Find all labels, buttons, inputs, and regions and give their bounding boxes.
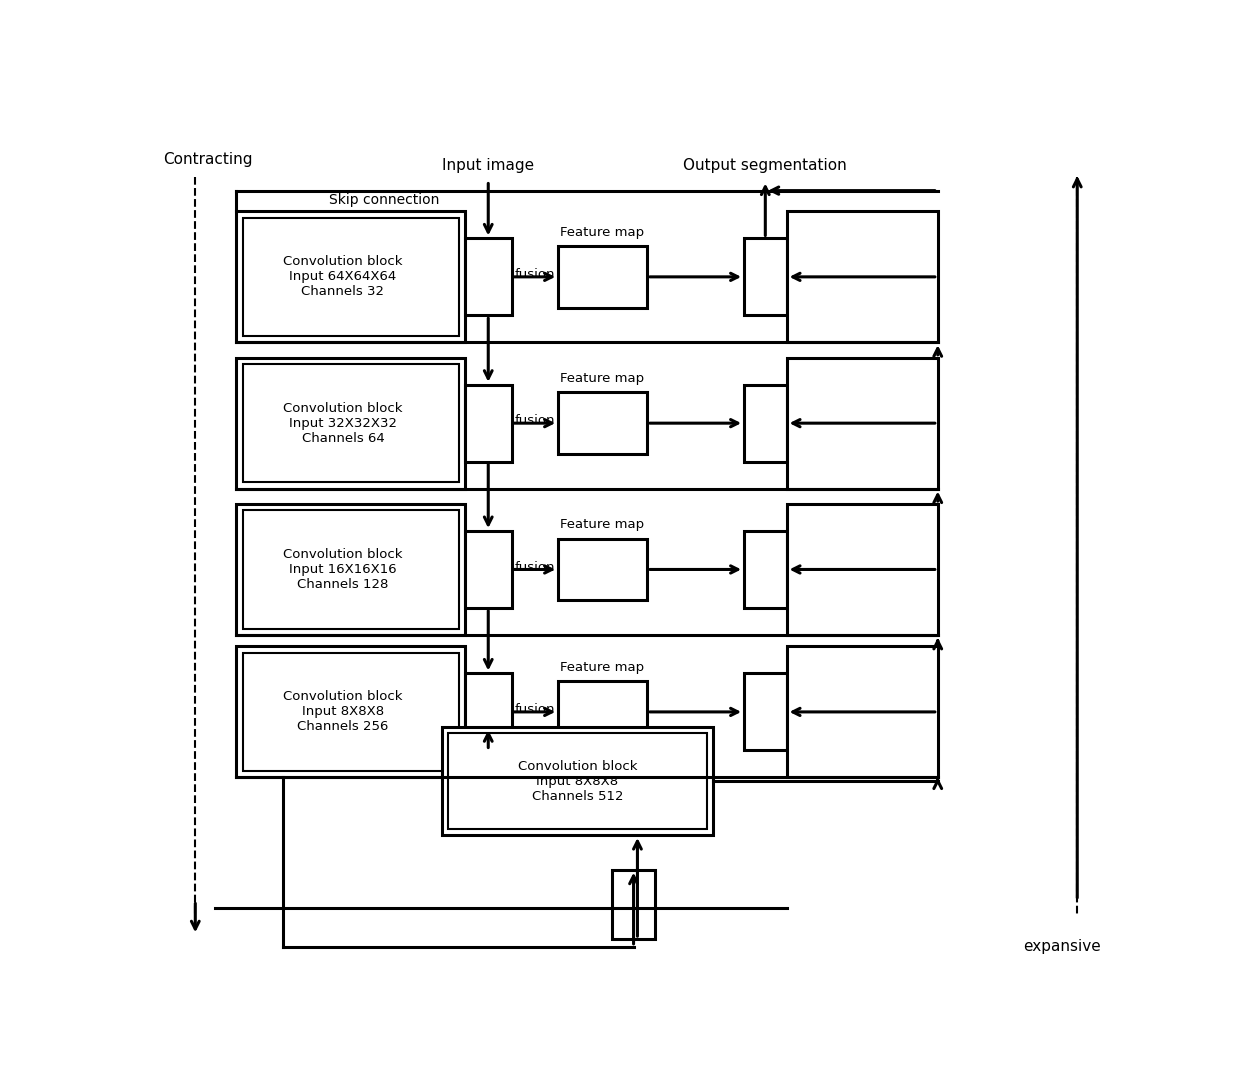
Text: Feature map: Feature map [560, 518, 645, 531]
Text: Convolution block
Input 8X8X8
Channels 512: Convolution block Input 8X8X8 Channels 5… [517, 759, 637, 803]
Bar [243, 653, 459, 771]
Bar [237, 646, 465, 777]
Text: fusion: fusion [515, 415, 556, 428]
Bar [558, 393, 647, 454]
Text: fusion: fusion [515, 268, 556, 281]
Bar [243, 510, 459, 629]
Text: Convolution block
Input 8X8X8
Channels 256: Convolution block Input 8X8X8 Channels 2… [283, 691, 403, 733]
Bar [465, 238, 511, 316]
Text: fusion: fusion [515, 560, 556, 573]
Bar [558, 246, 647, 308]
Text: fusion: fusion [515, 703, 556, 716]
Bar [786, 358, 937, 489]
Text: Convolution block
Input 16X16X16
Channels 128: Convolution block Input 16X16X16 Channel… [283, 548, 403, 591]
Bar [465, 385, 511, 461]
Bar [237, 358, 465, 489]
Text: Skip connection: Skip connection [330, 193, 440, 207]
Bar [744, 385, 786, 461]
Bar [243, 218, 459, 336]
Bar [237, 504, 465, 635]
Bar [744, 673, 786, 751]
Text: Output segmentation: Output segmentation [683, 158, 847, 173]
Bar [786, 211, 937, 343]
Bar [441, 727, 713, 836]
Bar [558, 681, 647, 743]
Bar [786, 504, 937, 635]
Bar [465, 673, 511, 751]
Bar [786, 646, 937, 777]
Text: Feature map: Feature map [560, 372, 645, 385]
Bar [448, 733, 707, 829]
Text: Convolution block
Input 32X32X32
Channels 64: Convolution block Input 32X32X32 Channel… [283, 401, 403, 445]
Text: Contracting: Contracting [162, 152, 252, 168]
Text: Input image: Input image [443, 158, 534, 173]
Bar [237, 211, 465, 343]
Text: Feature map: Feature map [560, 660, 645, 673]
Text: Convolution block
Input 64X64X64
Channels 32: Convolution block Input 64X64X64 Channel… [283, 256, 403, 298]
Text: expansive: expansive [1023, 939, 1101, 954]
Text: Feature map: Feature map [560, 225, 645, 238]
Bar [744, 238, 786, 316]
Bar [744, 531, 786, 608]
Bar [613, 869, 655, 939]
Bar [243, 363, 459, 482]
Bar [558, 539, 647, 601]
Bar [465, 531, 511, 608]
